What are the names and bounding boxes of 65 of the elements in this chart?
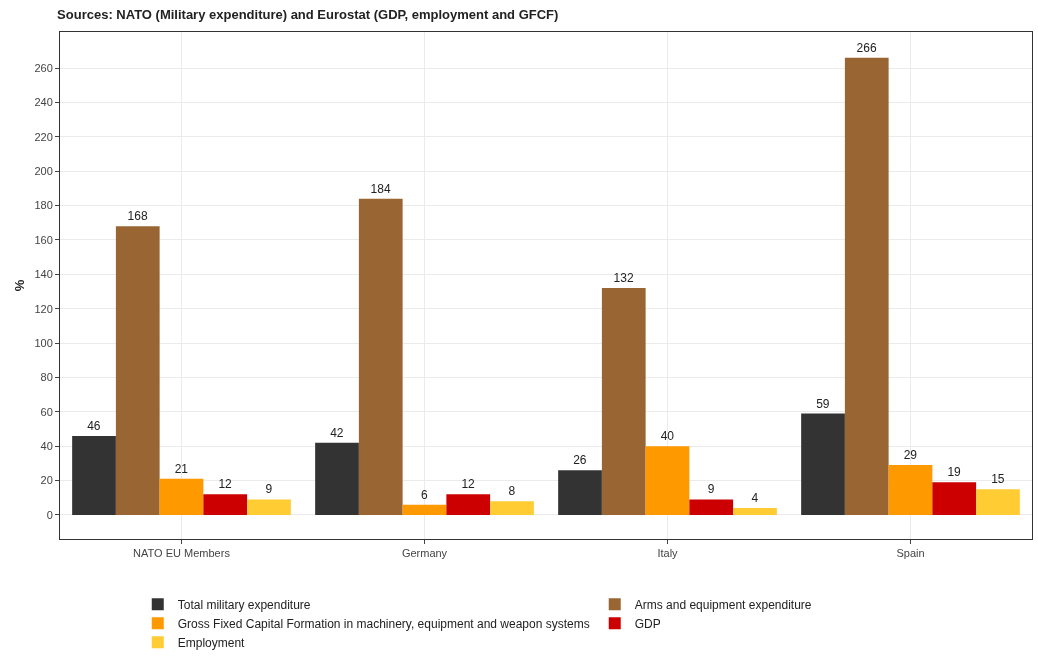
bar xyxy=(932,482,977,515)
data-label: 46 xyxy=(87,418,101,433)
bar xyxy=(645,446,690,515)
legend-label: Total military expenditure xyxy=(177,597,311,612)
bar xyxy=(976,489,1020,515)
legend-label: Arms and equipment expenditure xyxy=(634,597,812,612)
data-label: 266 xyxy=(856,40,877,55)
data-label: 26 xyxy=(573,453,587,468)
legend-label: GDP xyxy=(634,616,661,631)
bar xyxy=(733,508,777,515)
data-label: 19 xyxy=(947,465,962,480)
x-tick-label: Germany xyxy=(401,547,448,560)
y-axis-title: % xyxy=(12,279,27,292)
y-tick-label: 40 xyxy=(40,440,53,453)
data-label: 9 xyxy=(265,482,273,497)
bar xyxy=(446,494,491,515)
bar xyxy=(115,226,160,515)
data-label: 8 xyxy=(508,484,516,499)
y-tick-label: 160 xyxy=(34,233,53,246)
data-label: 59 xyxy=(816,396,830,411)
y-tick-label: 0 xyxy=(46,508,53,521)
data-label: 12 xyxy=(218,477,233,492)
bar xyxy=(801,413,845,515)
bar xyxy=(72,435,116,515)
bar xyxy=(888,465,933,515)
bar xyxy=(203,494,248,515)
bar xyxy=(247,499,291,515)
y-tick-label: 240 xyxy=(34,96,53,109)
bar xyxy=(315,442,359,515)
data-label: 29 xyxy=(903,448,918,463)
data-label: 9 xyxy=(707,482,715,497)
y-tick-label: 80 xyxy=(40,371,53,384)
y-tick-label: 120 xyxy=(34,302,53,315)
data-label: 132 xyxy=(613,271,634,286)
data-label: 12 xyxy=(461,477,476,492)
y-tick-label: 200 xyxy=(34,165,53,178)
legend-label: Gross Fixed Capital Formation in machinery, equipment and weapon systems xyxy=(177,616,590,631)
y-tick-label: 100 xyxy=(34,336,53,349)
y-tick-label: 20 xyxy=(40,474,53,487)
data-label: 6 xyxy=(421,487,428,502)
data-label: 4 xyxy=(751,491,759,506)
bar xyxy=(159,478,204,515)
bar xyxy=(358,198,403,515)
data-label: 15 xyxy=(991,472,1005,487)
bar xyxy=(558,470,602,515)
data-label: 40 xyxy=(660,429,675,444)
data-label: 168 xyxy=(127,209,148,224)
x-tick-label: NATO EU Members xyxy=(133,547,231,560)
y-tick-label: 60 xyxy=(40,405,53,418)
legend-label: Employment xyxy=(177,635,246,650)
bar xyxy=(601,288,646,515)
bar xyxy=(844,57,889,515)
y-tick-label: 180 xyxy=(34,199,53,212)
data-label: 21 xyxy=(174,461,189,476)
data-label: 42 xyxy=(330,425,344,440)
bar xyxy=(689,499,734,515)
y-tick-label: 220 xyxy=(34,130,53,143)
bar xyxy=(402,504,447,515)
y-tick-label: 140 xyxy=(34,268,53,281)
x-tick-label: Spain xyxy=(896,547,925,560)
x-tick-label: Italy xyxy=(657,547,679,560)
bar xyxy=(490,501,534,515)
y-tick-label: 260 xyxy=(34,61,53,74)
data-label: 184 xyxy=(370,181,391,196)
chart-title: Sources: NATO (Military expenditure) and Eurostat (GDP, employment and GFCF) xyxy=(57,7,559,23)
